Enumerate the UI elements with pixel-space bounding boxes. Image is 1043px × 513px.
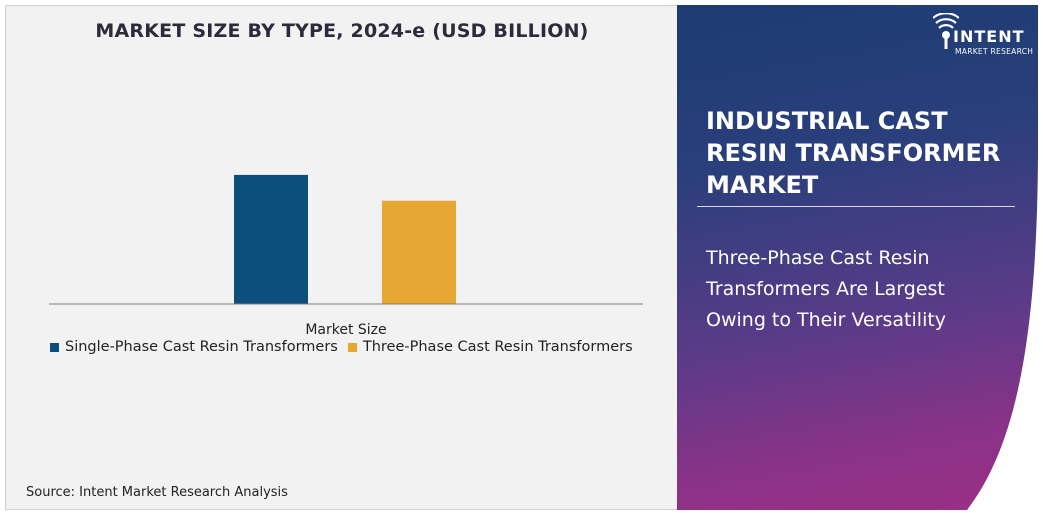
report-panel: INTENT MARKET RESEARCH INDUSTRIAL CAST R…	[677, 5, 1038, 510]
bar-single-phase	[234, 174, 308, 304]
divider	[697, 206, 1015, 207]
legend-item-single-phase: Single-Phase Cast Resin Transformers	[50, 339, 338, 355]
brand-name: INTENT	[953, 27, 1025, 46]
brand-logo: INTENT MARKET RESEARCH	[932, 12, 1033, 56]
brand-tagline: MARKET RESEARCH	[955, 47, 1034, 56]
legend-swatch-single-phase	[50, 342, 59, 352]
bar-chart	[49, 174, 643, 305]
source-note: Source: Intent Market Research Analysis	[26, 485, 288, 500]
decorative-curve	[967, 155, 1038, 510]
chart-legend: Single-Phase Cast Resin Transformers Thr…	[50, 339, 643, 355]
chart-title: MARKET SIZE BY TYPE, 2024-e (USD BILLION…	[95, 20, 589, 42]
bar-three-phase	[382, 200, 456, 304]
signal-icon	[932, 12, 960, 49]
legend-label-three-phase: Three-Phase Cast Resin Transformers	[362, 339, 633, 355]
legend-item-three-phase: Three-Phase Cast Resin Transformers	[347, 339, 633, 355]
x-axis-label: Market Size	[305, 322, 387, 338]
chart-panel: MARKET SIZE BY TYPE, 2024-e (USD BILLION…	[5, 5, 677, 510]
legend-label-single-phase: Single-Phase Cast Resin Transformers	[65, 339, 338, 355]
report-title: INDUSTRIAL CAST RESIN TRANSFORMER MARKET	[706, 107, 1001, 199]
legend-swatch-three-phase	[347, 342, 357, 352]
key-highlight: Three-Phase Cast Resin Transformers Are …	[706, 247, 947, 331]
